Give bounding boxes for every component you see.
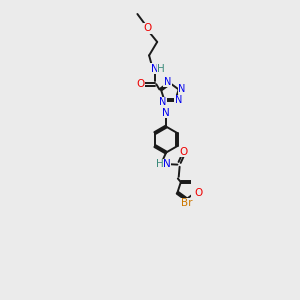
Text: N: N — [162, 107, 170, 118]
Text: H: H — [158, 64, 165, 74]
Text: O: O — [194, 188, 202, 198]
Text: Br: Br — [182, 198, 193, 208]
Text: N: N — [163, 159, 170, 169]
Text: O: O — [143, 23, 152, 33]
Text: O: O — [136, 79, 144, 89]
Text: N: N — [151, 64, 158, 74]
Text: N: N — [178, 84, 186, 94]
Text: O: O — [179, 147, 188, 157]
Text: N: N — [164, 76, 171, 86]
Text: H: H — [156, 159, 163, 169]
Text: N: N — [175, 95, 182, 105]
Text: N: N — [159, 97, 167, 107]
